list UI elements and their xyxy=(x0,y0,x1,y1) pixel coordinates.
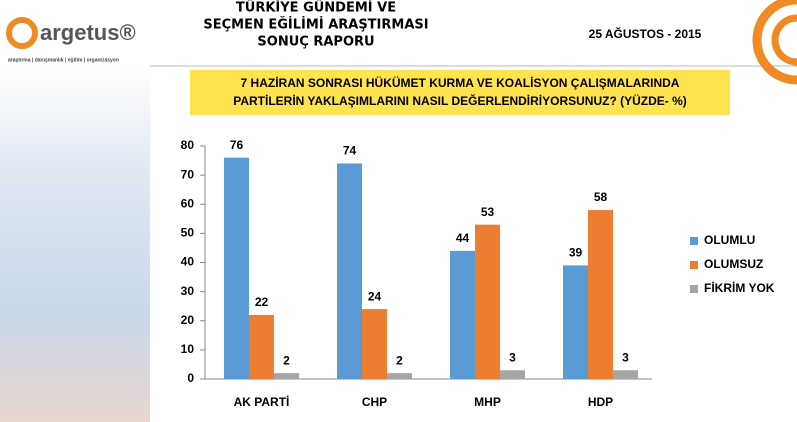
y-tick-label: 50 xyxy=(181,226,195,240)
chart-title-box xyxy=(190,70,730,115)
data-label: 74 xyxy=(343,144,357,158)
logo-tagline: araştırma | danışmanlık | eğitim | organ… xyxy=(8,57,119,63)
data-label: 76 xyxy=(230,138,244,152)
data-label: 44 xyxy=(456,231,470,245)
data-label: 3 xyxy=(509,350,516,364)
chart-title: 7 HAZİRAN SONRASI HÜKÜMET KURMA VE KOALİ… xyxy=(241,75,680,90)
data-label: 24 xyxy=(368,289,382,303)
bar xyxy=(224,157,249,379)
bar xyxy=(500,370,525,379)
data-label: 3 xyxy=(622,350,629,364)
sidebar-image xyxy=(0,68,150,422)
logo-name: argetus® xyxy=(40,20,136,45)
data-label: 58 xyxy=(594,190,608,204)
legend-label: FİKRİM YOK xyxy=(704,280,775,295)
header-date: 25 AĞUSTOS - 2015 xyxy=(589,26,702,41)
bar xyxy=(563,265,588,379)
data-label: 2 xyxy=(396,353,403,367)
legend-label: OLUMSUZ xyxy=(704,257,763,271)
legend-label: OLUMLU xyxy=(704,233,755,247)
header-title: SEÇMEN EĞİLİMİ ARAŞTIRMASI xyxy=(203,17,428,33)
y-tick-label: 40 xyxy=(181,255,195,269)
x-tick-label: CHP xyxy=(362,395,387,409)
data-label: 39 xyxy=(569,246,583,260)
decor-ring xyxy=(752,0,797,85)
header-title: SONUÇ RAPORU xyxy=(257,35,374,50)
y-tick-label: 0 xyxy=(187,371,194,385)
bar xyxy=(337,163,362,379)
y-tick-label: 10 xyxy=(181,342,195,356)
decor-ring xyxy=(771,14,797,66)
legend-swatch xyxy=(690,285,698,293)
data-label: 2 xyxy=(283,353,290,367)
x-tick-label: AK PARTİ xyxy=(234,394,290,409)
bar xyxy=(362,309,387,379)
bar xyxy=(613,370,638,379)
bar xyxy=(450,250,475,379)
data-label: 53 xyxy=(481,205,495,219)
legend-swatch xyxy=(690,237,698,245)
bar xyxy=(274,373,299,379)
bar xyxy=(475,224,500,379)
bar xyxy=(249,314,274,379)
bar xyxy=(588,210,613,379)
y-tick-label: 20 xyxy=(181,313,195,327)
chart-title: PARTİLERİN YAKLAŞIMLARINI NASIL DEĞERLEN… xyxy=(233,93,687,108)
bar xyxy=(387,373,412,379)
legend-swatch xyxy=(690,261,698,269)
x-tick-label: MHP xyxy=(474,395,501,409)
logo-mark xyxy=(6,17,38,49)
y-tick-label: 80 xyxy=(181,138,195,152)
y-tick-label: 60 xyxy=(181,196,195,210)
y-tick-label: 70 xyxy=(181,167,195,181)
x-tick-label: HDP xyxy=(588,395,613,409)
data-label: 22 xyxy=(255,295,269,309)
header-title: TÜRKİYE GÜNDEMİ VE xyxy=(236,0,396,16)
y-tick-label: 30 xyxy=(181,284,195,298)
